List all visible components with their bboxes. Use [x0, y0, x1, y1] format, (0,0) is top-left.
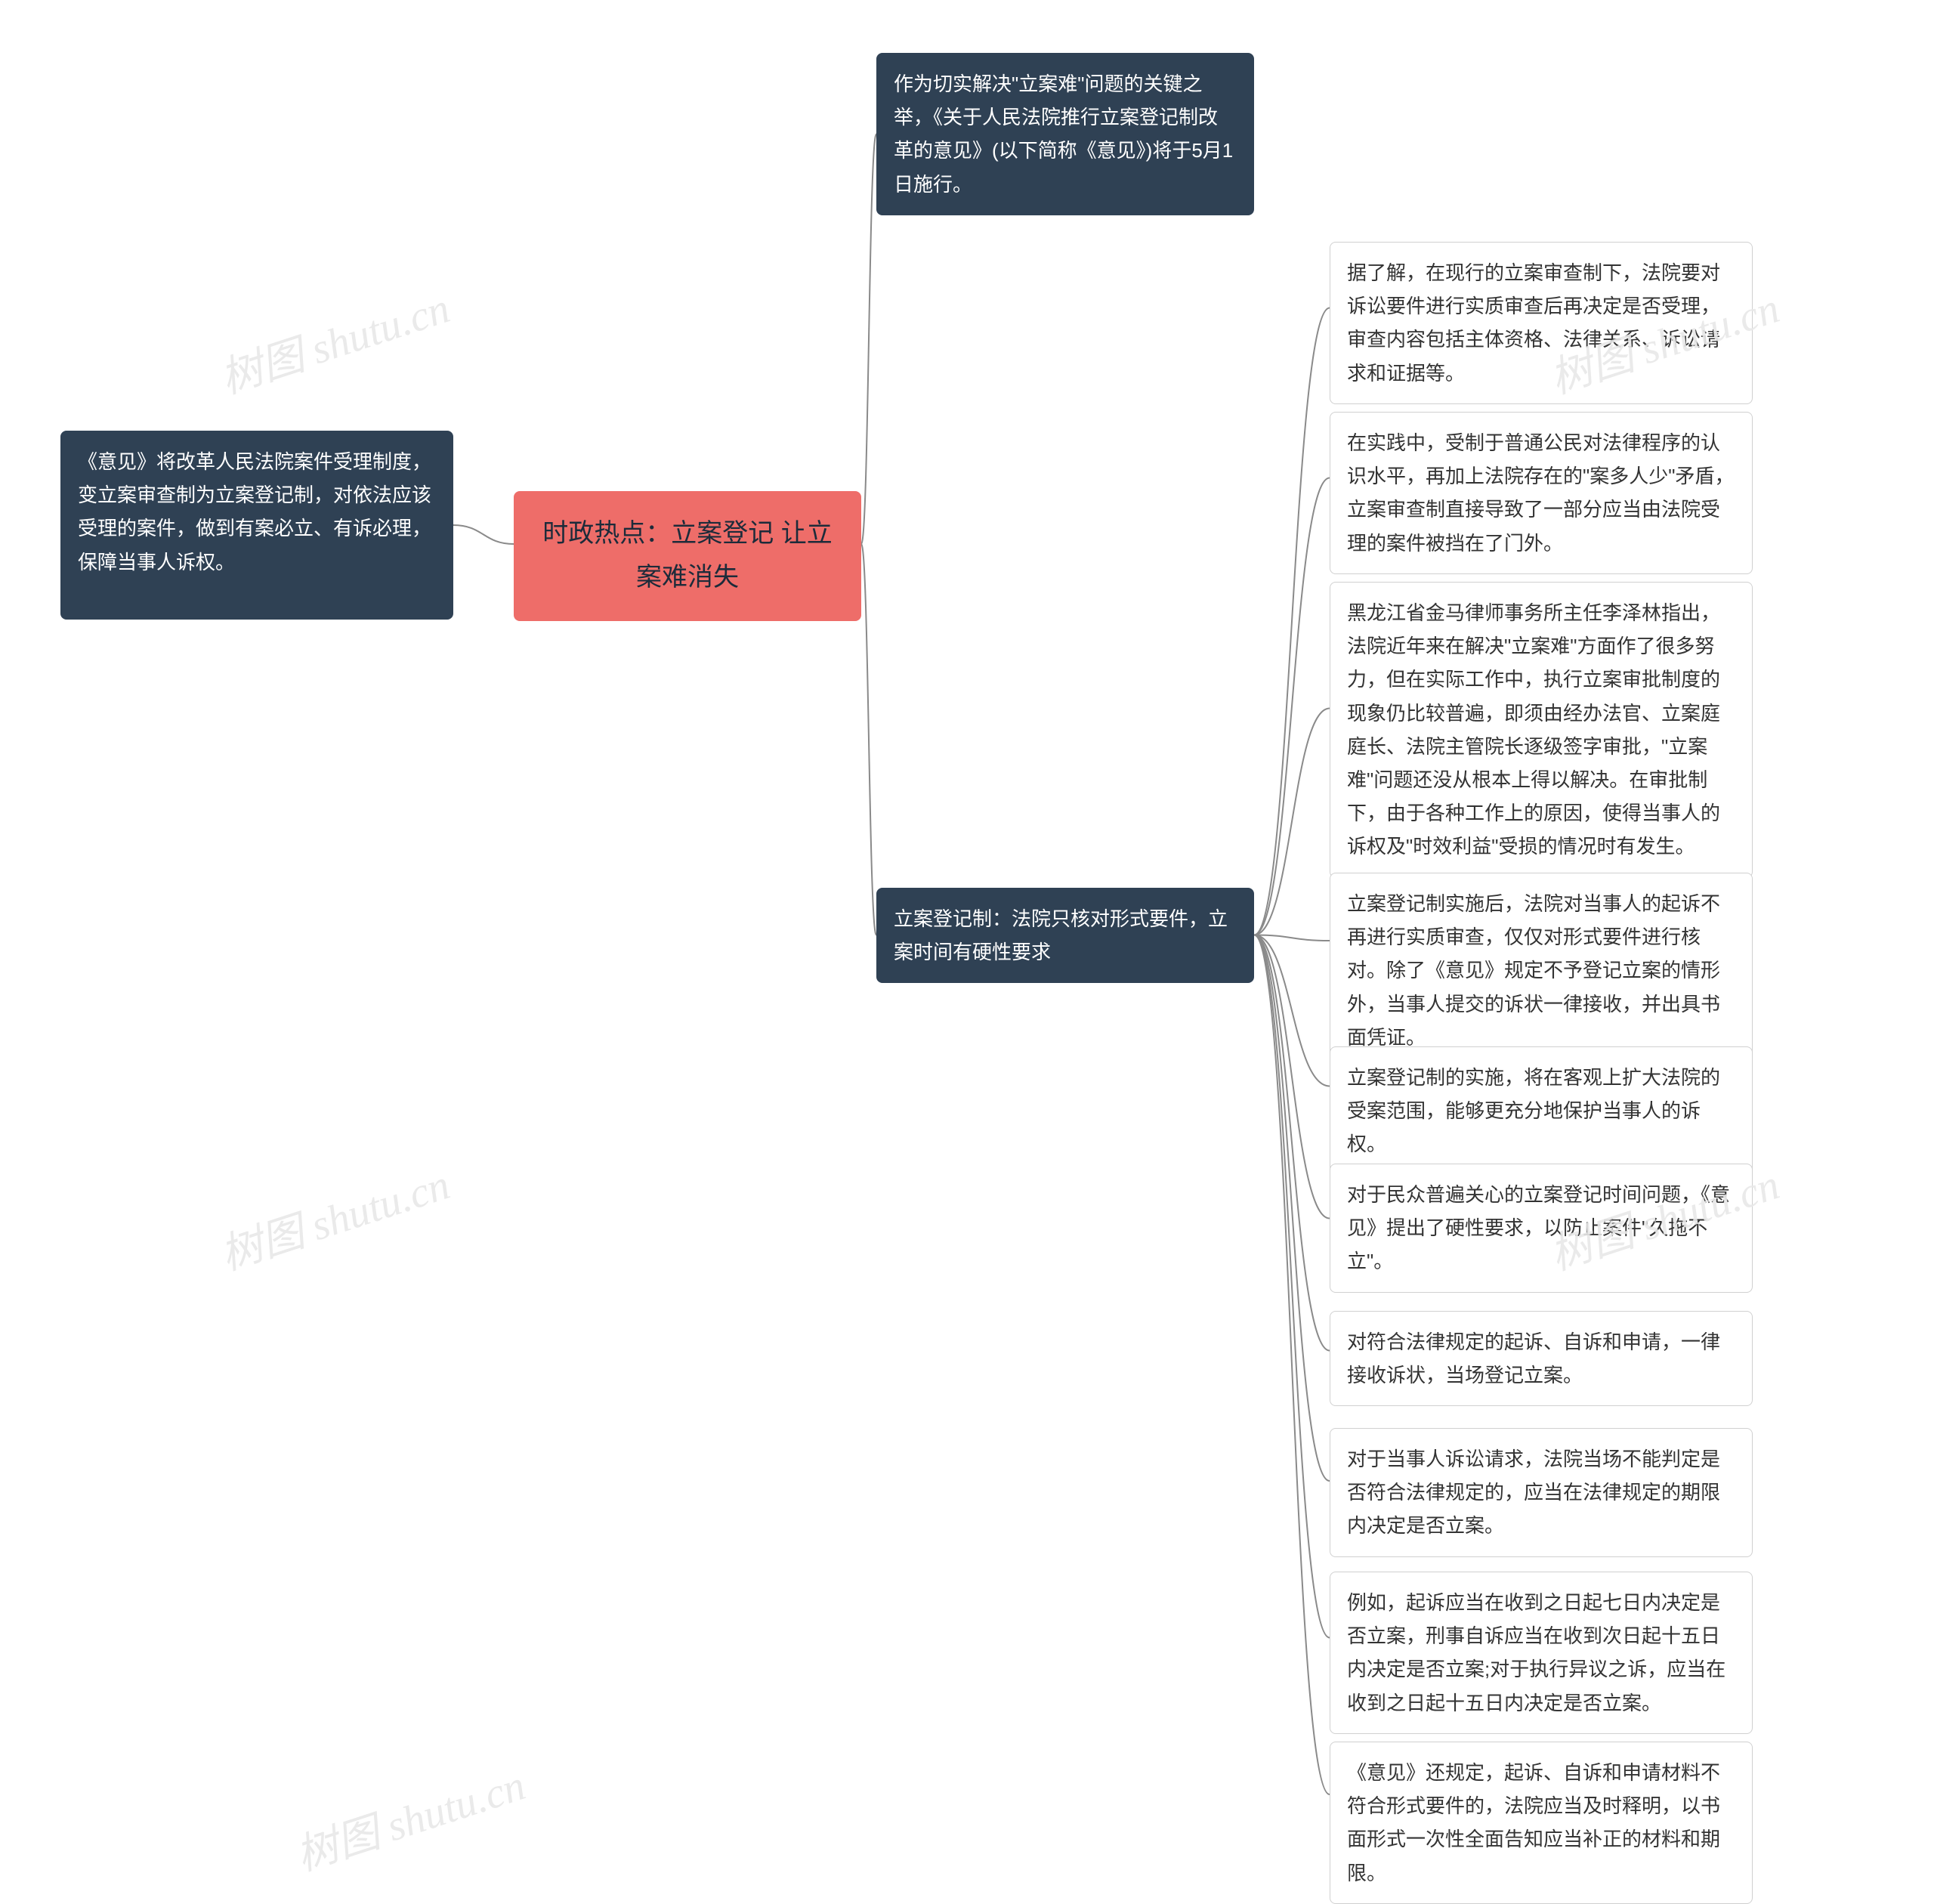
mindmap-node-r2_1: 据了解，在现行的立案审查制下，法院要对诉讼要件进行实质审查后再决定是否受理，审查… [1330, 242, 1753, 404]
connector-right2-r2_5 [1254, 935, 1330, 1086]
mindmap-node-right2: 立案登记制：法院只核对形式要件，立案时间有硬性要求 [876, 888, 1254, 983]
connector-root-right1 [861, 134, 876, 545]
mindmap-node-r2_9: 例如，起诉应当在收到之日起七日内决定是否立案，刑事自诉应当在收到次日起十五日内决… [1330, 1572, 1753, 1734]
mindmap-node-r2_8: 对于当事人诉讼请求，法院当场不能判定是否符合法律规定的，应当在法律规定的期限内决… [1330, 1428, 1753, 1557]
mindmap-node-right1: 作为切实解决"立案难"问题的关键之举，《关于人民法院推行立案登记制改革的意见》(… [876, 53, 1254, 215]
connector-right2-r2_4 [1254, 935, 1330, 941]
watermark: 树图 shutu.cn [212, 274, 456, 406]
mindmap-node-left1: 《意见》将改革人民法院案件受理制度，变立案审查制为立案登记制，对依法应该受理的案… [60, 431, 453, 620]
mindmap-node-r2_4: 立案登记制实施后，法院对当事人的起诉不再进行实质审查，仅仅对形式要件进行核对。除… [1330, 873, 1753, 1068]
mindmap-node-r2_5: 立案登记制的实施，将在客观上扩大法院的受案范围，能够更充分地保护当事人的诉权。 [1330, 1046, 1753, 1176]
connector-right2-r2_8 [1254, 935, 1330, 1482]
watermark: 树图 shutu.cn [287, 1751, 532, 1883]
mindmap-node-r2_3: 黑龙江省金马律师事务所主任李泽林指出，法院近年来在解决"立案难"方面作了很多努力… [1330, 582, 1753, 878]
connector-right2-r2_7 [1254, 935, 1330, 1351]
watermark: 树图 shutu.cn [212, 1151, 456, 1282]
connector-right2-r2_1 [1254, 308, 1330, 935]
connector-root-right2 [861, 544, 876, 935]
mindmap-node-r2_10: 《意见》还规定，起诉、自诉和申请材料不符合形式要件的，法院应当及时释明，以书面形… [1330, 1742, 1753, 1904]
connector-right2-r2_3 [1254, 709, 1330, 935]
connector-right2-r2_9 [1254, 935, 1330, 1638]
connector-right2-r2_6 [1254, 935, 1330, 1219]
mindmap-node-r2_2: 在实践中，受制于普通公民对法律程序的认识水平，再加上法院存在的"案多人少"矛盾，… [1330, 412, 1753, 574]
connector-root-left1 [453, 525, 514, 544]
connector-right2-r2_10 [1254, 935, 1330, 1795]
connector-right2-r2_2 [1254, 478, 1330, 935]
mindmap-node-root: 时政热点：立案登记 让立案难消失 [514, 491, 861, 621]
mindmap-node-r2_6: 对于民众普遍关心的立案登记时间问题，《意见》提出了硬性要求，以防止案件"久拖不立… [1330, 1164, 1753, 1293]
mindmap-node-r2_7: 对符合法律规定的起诉、自诉和申请，一律接收诉状，当场登记立案。 [1330, 1311, 1753, 1406]
